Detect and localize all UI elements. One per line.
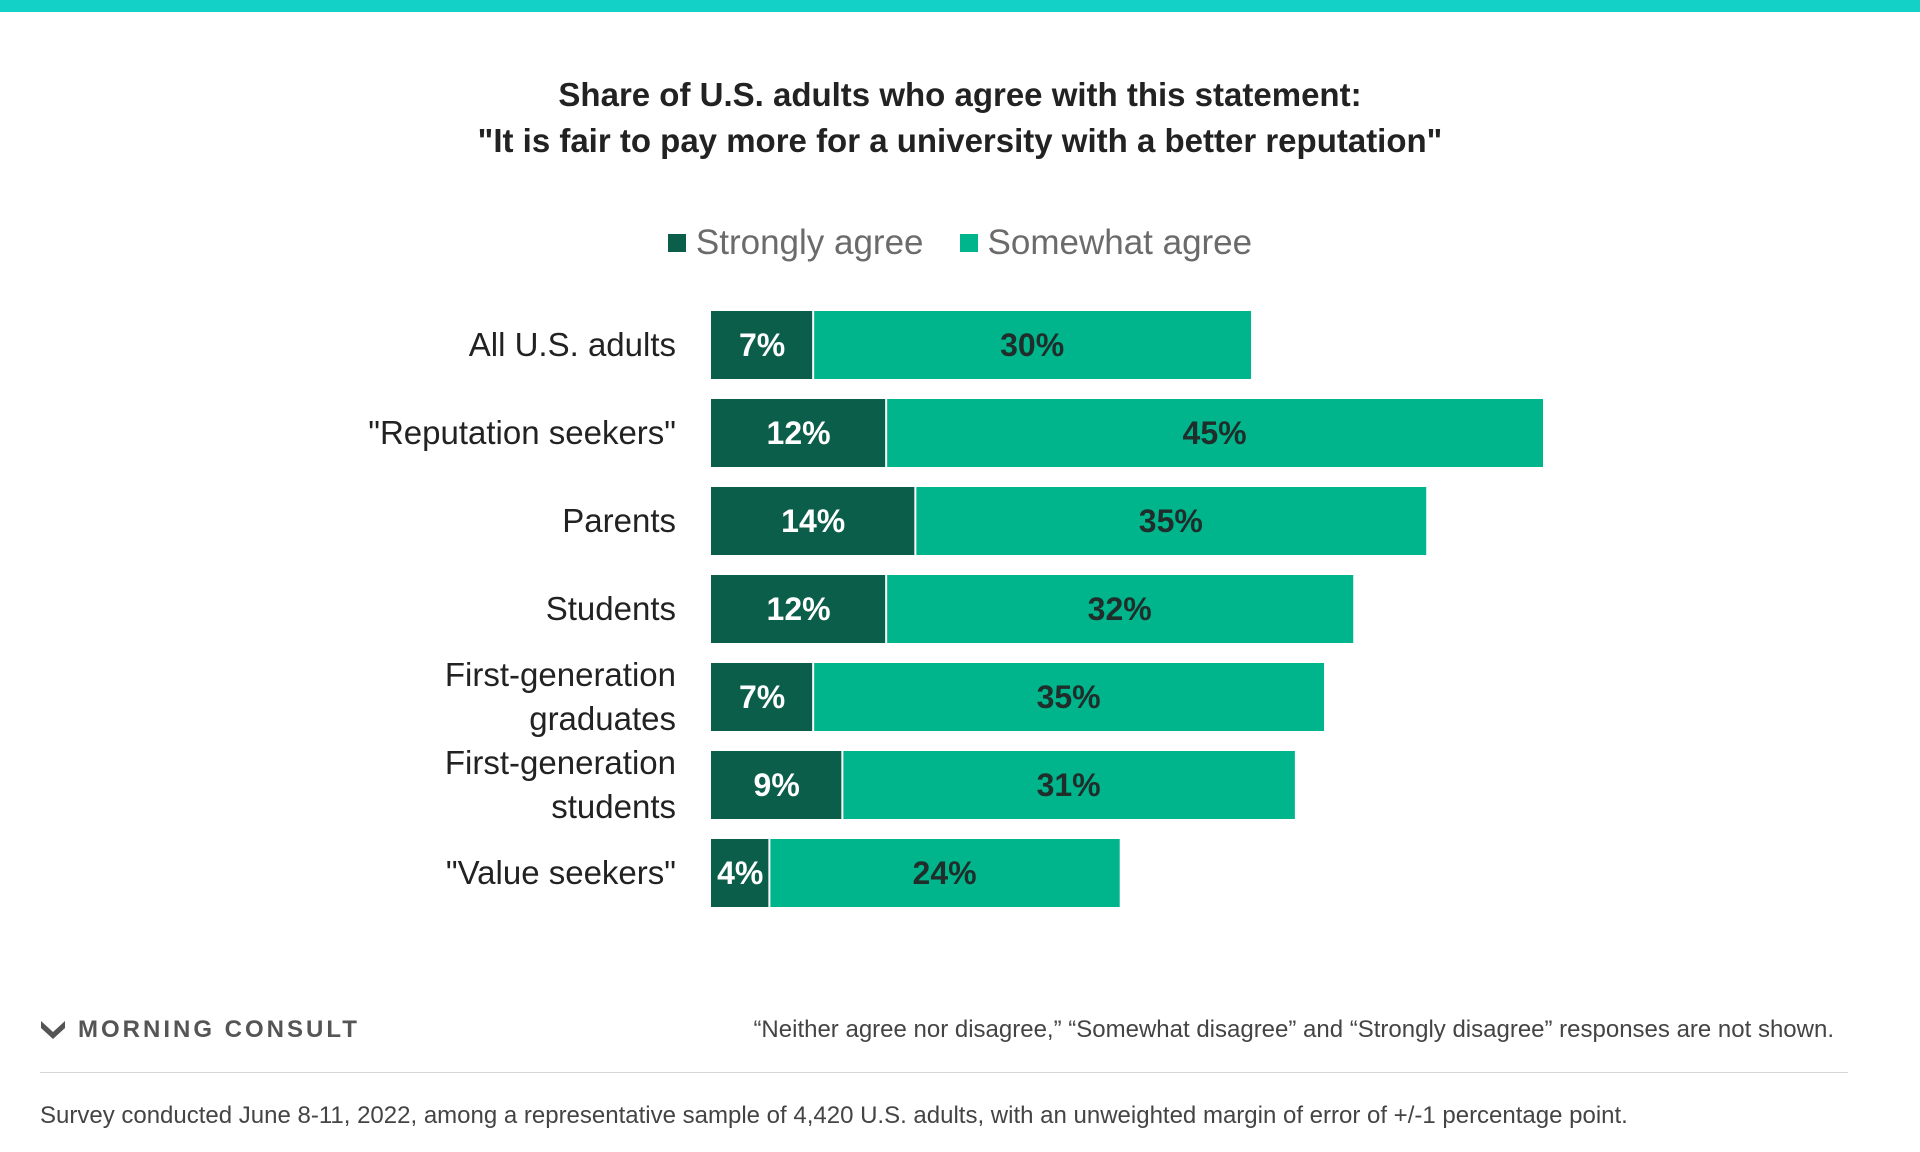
chart-subtitle: "It is fair to pay more for a university… <box>477 122 1443 159</box>
bar-segment-strongly-agree <box>711 663 814 731</box>
category-label-line: All U.S. adults <box>469 326 676 363</box>
segment-separator <box>885 399 888 467</box>
category-label-line: graduates <box>529 700 676 737</box>
bar-segment-somewhat-agree <box>769 839 1120 907</box>
data-label: 31% <box>1037 767 1101 803</box>
category-label: All U.S. adults <box>469 326 676 363</box>
bar-segment-somewhat-agree <box>813 663 1325 731</box>
data-label: 32% <box>1088 591 1152 627</box>
bar-segment-strongly-agree <box>711 487 916 555</box>
data-label: 24% <box>913 855 977 891</box>
chart-title: Share of U.S. adults who agree with this… <box>0 72 1920 164</box>
data-label: 7% <box>739 327 785 363</box>
category-label: Students <box>546 590 676 627</box>
legend-label-strongly-agree: Strongly agree <box>695 223 924 262</box>
bar-segment-somewhat-agree <box>842 751 1295 819</box>
brand-logo: MORNING CONSULT <box>40 1016 360 1044</box>
data-label: 35% <box>1139 503 1203 539</box>
bar-segment-strongly-agree <box>711 839 770 907</box>
segment-separator <box>812 663 815 731</box>
category-label: "Reputation seekers" <box>368 414 676 451</box>
bar-segment-somewhat-agree <box>915 487 1427 555</box>
segment-separator <box>768 839 771 907</box>
segment-separator <box>885 575 888 643</box>
data-label: 12% <box>767 415 831 451</box>
bar-segment-somewhat-agree <box>813 311 1252 379</box>
legend-item-somewhat-agree: Somewhat agree <box>959 223 1253 263</box>
category-label-line: First-generation <box>445 744 676 781</box>
responses-note: “Neither agree nor disagree,” “Somewhat … <box>753 1016 1834 1043</box>
bar-segment-strongly-agree <box>711 575 887 643</box>
data-label: 35% <box>1037 679 1101 715</box>
morning-consult-logo-icon <box>41 1021 65 1039</box>
category-label-line: "Reputation seekers" <box>368 414 676 451</box>
chart-legend: Strongly agree Somewhat agree <box>0 220 1920 266</box>
data-label: 45% <box>1183 415 1247 451</box>
data-label: 30% <box>1000 327 1064 363</box>
footer-divider <box>40 1072 1848 1073</box>
category-label: First-generation students <box>445 744 676 825</box>
legend-swatch-somewhat-agree <box>959 234 978 252</box>
bar-segment-strongly-agree <box>711 311 814 379</box>
category-label-line: Students <box>546 590 676 627</box>
legend-swatch-strongly-agree <box>667 234 686 252</box>
category-label: Parents <box>562 502 676 539</box>
bar-segment-somewhat-agree <box>886 399 1543 467</box>
bar-segment-strongly-agree <box>711 399 887 467</box>
category-label: "Value seekers" <box>446 854 676 891</box>
legend-label-somewhat-agree: Somewhat agree <box>987 223 1253 262</box>
segment-separator <box>812 311 815 379</box>
category-label-line: students <box>551 788 676 825</box>
chart-title-line-1: Share of U.S. adults who agree with this… <box>558 76 1362 113</box>
top-accent-bar <box>0 0 1920 12</box>
data-label: 14% <box>781 503 845 539</box>
data-label: 4% <box>717 855 763 891</box>
segment-separator <box>841 751 844 819</box>
category-label-line: "Value seekers" <box>446 854 676 891</box>
data-label: 7% <box>739 679 785 715</box>
data-label: 12% <box>767 591 831 627</box>
bar-segment-strongly-agree <box>711 751 843 819</box>
category-label-line: Parents <box>562 502 676 539</box>
legend-item-strongly-agree: Strongly agree <box>667 223 924 263</box>
category-label-line: First-generation <box>445 656 676 693</box>
bar-segment-somewhat-agree <box>886 575 1354 643</box>
segment-separator <box>914 487 917 555</box>
stacked-bar-chart: All U.S. adults 7% 30% "Reputation seekers"… <box>368 311 1543 907</box>
brand-name: MORNING CONSULT <box>78 1016 360 1043</box>
survey-methodology-note: Survey conducted June 8-11, 2022, among … <box>40 1102 1628 1129</box>
category-label: First-generation graduates <box>445 656 676 737</box>
data-label: 9% <box>754 767 800 803</box>
